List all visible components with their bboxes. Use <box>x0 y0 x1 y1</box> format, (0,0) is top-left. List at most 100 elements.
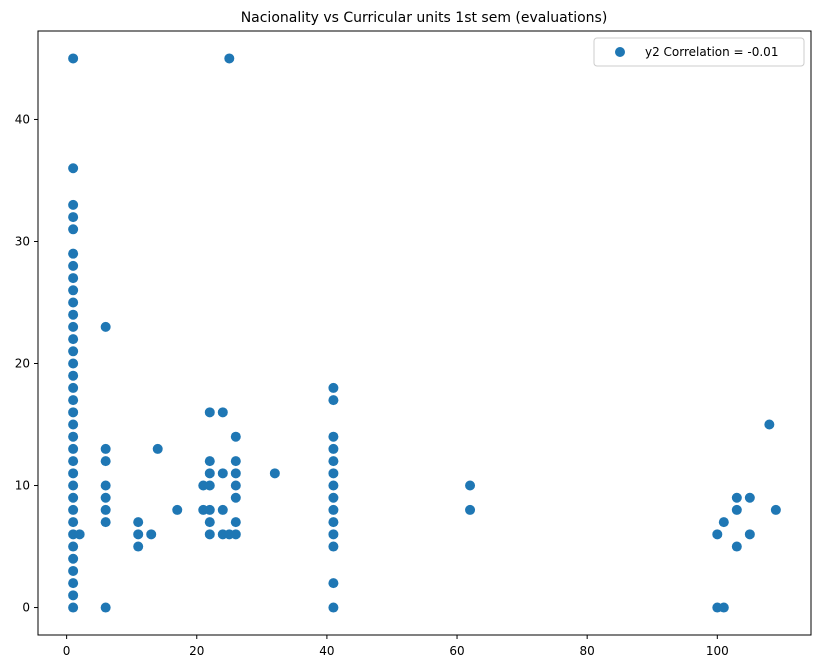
scatter-point <box>68 565 79 576</box>
scatter-point <box>328 480 339 491</box>
scatter-point <box>204 456 215 467</box>
scatter-point <box>204 468 215 479</box>
scatter-point <box>68 602 79 613</box>
scatter-point <box>217 504 228 515</box>
scatter-point <box>133 529 144 540</box>
scatter-point <box>68 321 79 332</box>
x-tick-label: 40 <box>319 644 334 658</box>
scatter-point <box>133 517 144 528</box>
legend: y2 Correlation = -0.01 <box>593 37 805 67</box>
scatter-point <box>465 480 476 491</box>
x-axis: 0 20 40 60 80 100 <box>63 635 729 658</box>
scatter-point <box>68 553 79 564</box>
scatter-point <box>465 504 476 515</box>
scatter-point <box>328 517 339 528</box>
scatter-point <box>100 504 111 515</box>
scatter-point <box>172 504 183 515</box>
scatter-point <box>328 431 339 442</box>
scatter-point <box>328 395 339 406</box>
scatter-point <box>68 297 79 308</box>
scatter-point <box>269 468 280 479</box>
scatter-point <box>204 529 215 540</box>
scatter-point <box>68 480 79 491</box>
scatter-point <box>328 456 339 467</box>
scatter-point <box>328 541 339 552</box>
scatter-point <box>68 248 79 259</box>
scatter-point <box>68 382 79 393</box>
scatter-point <box>100 517 111 528</box>
axes-frame <box>37 30 812 636</box>
scatter-point <box>68 346 79 357</box>
scatter-point <box>68 504 79 515</box>
scatter-point <box>718 517 729 528</box>
scatter-point <box>100 456 111 467</box>
scatter-point <box>100 602 111 613</box>
scatter-point <box>204 504 215 515</box>
scatter-point <box>204 407 215 418</box>
scatter-point <box>68 517 79 528</box>
scatter-point <box>68 590 79 601</box>
scatter-point <box>68 468 79 479</box>
y-tick-label: 0 <box>22 601 30 615</box>
scatter-point <box>68 431 79 442</box>
scatter-point <box>146 529 157 540</box>
scatter-point <box>68 260 79 271</box>
legend-box <box>593 37 805 67</box>
scatter-point <box>100 443 111 454</box>
scatter-point <box>217 407 228 418</box>
scatter-point <box>100 321 111 332</box>
scatter-point <box>328 492 339 503</box>
scatter-point <box>68 334 79 345</box>
scatter-point <box>731 541 742 552</box>
scatter-point <box>770 504 781 515</box>
scatter-point <box>152 443 163 454</box>
scatter-point <box>224 53 235 64</box>
scatter-point <box>68 419 79 430</box>
scatter-point <box>328 602 339 613</box>
scatter-point <box>230 456 241 467</box>
scatter-point <box>230 529 241 540</box>
x-tick-label: 80 <box>580 644 595 658</box>
scatter-point <box>328 382 339 393</box>
scatter-point <box>68 309 79 320</box>
legend-marker <box>615 47 625 57</box>
scatter-point <box>68 224 79 235</box>
y-axis: 0 10 20 30 40 <box>15 112 38 615</box>
scatter-point <box>328 443 339 454</box>
x-tick-label: 20 <box>189 644 204 658</box>
scatter-point <box>68 285 79 296</box>
scatter-point <box>68 395 79 406</box>
scatter-point <box>74 529 85 540</box>
scatter-point <box>68 407 79 418</box>
scatter-point <box>100 480 111 491</box>
y-tick-label: 10 <box>15 479 30 493</box>
scatter-point <box>744 529 755 540</box>
scatter-point <box>328 578 339 589</box>
scatter-point <box>68 541 79 552</box>
scatter-point <box>68 370 79 381</box>
scatter-point <box>68 273 79 284</box>
scatter-point <box>133 541 144 552</box>
scatter-point <box>68 199 79 210</box>
scatter-point <box>712 529 723 540</box>
y-tick-label: 30 <box>15 234 30 248</box>
scatter-point <box>68 492 79 503</box>
scatter-point <box>230 431 241 442</box>
scatter-point <box>328 529 339 540</box>
y-tick-label: 20 <box>15 357 30 371</box>
plot-area <box>68 53 781 613</box>
scatter-point <box>744 492 755 503</box>
x-tick-label: 0 <box>63 644 71 658</box>
scatter-point <box>204 517 215 528</box>
scatter-point <box>731 504 742 515</box>
legend-label: y2 Correlation = -0.01 <box>645 45 778 59</box>
x-tick-label: 100 <box>706 644 729 658</box>
scatter-point <box>230 517 241 528</box>
scatter-point <box>328 468 339 479</box>
scatter-point <box>230 480 241 491</box>
x-tick-label: 60 <box>449 644 464 658</box>
y-tick-label: 40 <box>15 112 30 126</box>
scatter-point <box>68 358 79 369</box>
scatter-point <box>204 480 215 491</box>
